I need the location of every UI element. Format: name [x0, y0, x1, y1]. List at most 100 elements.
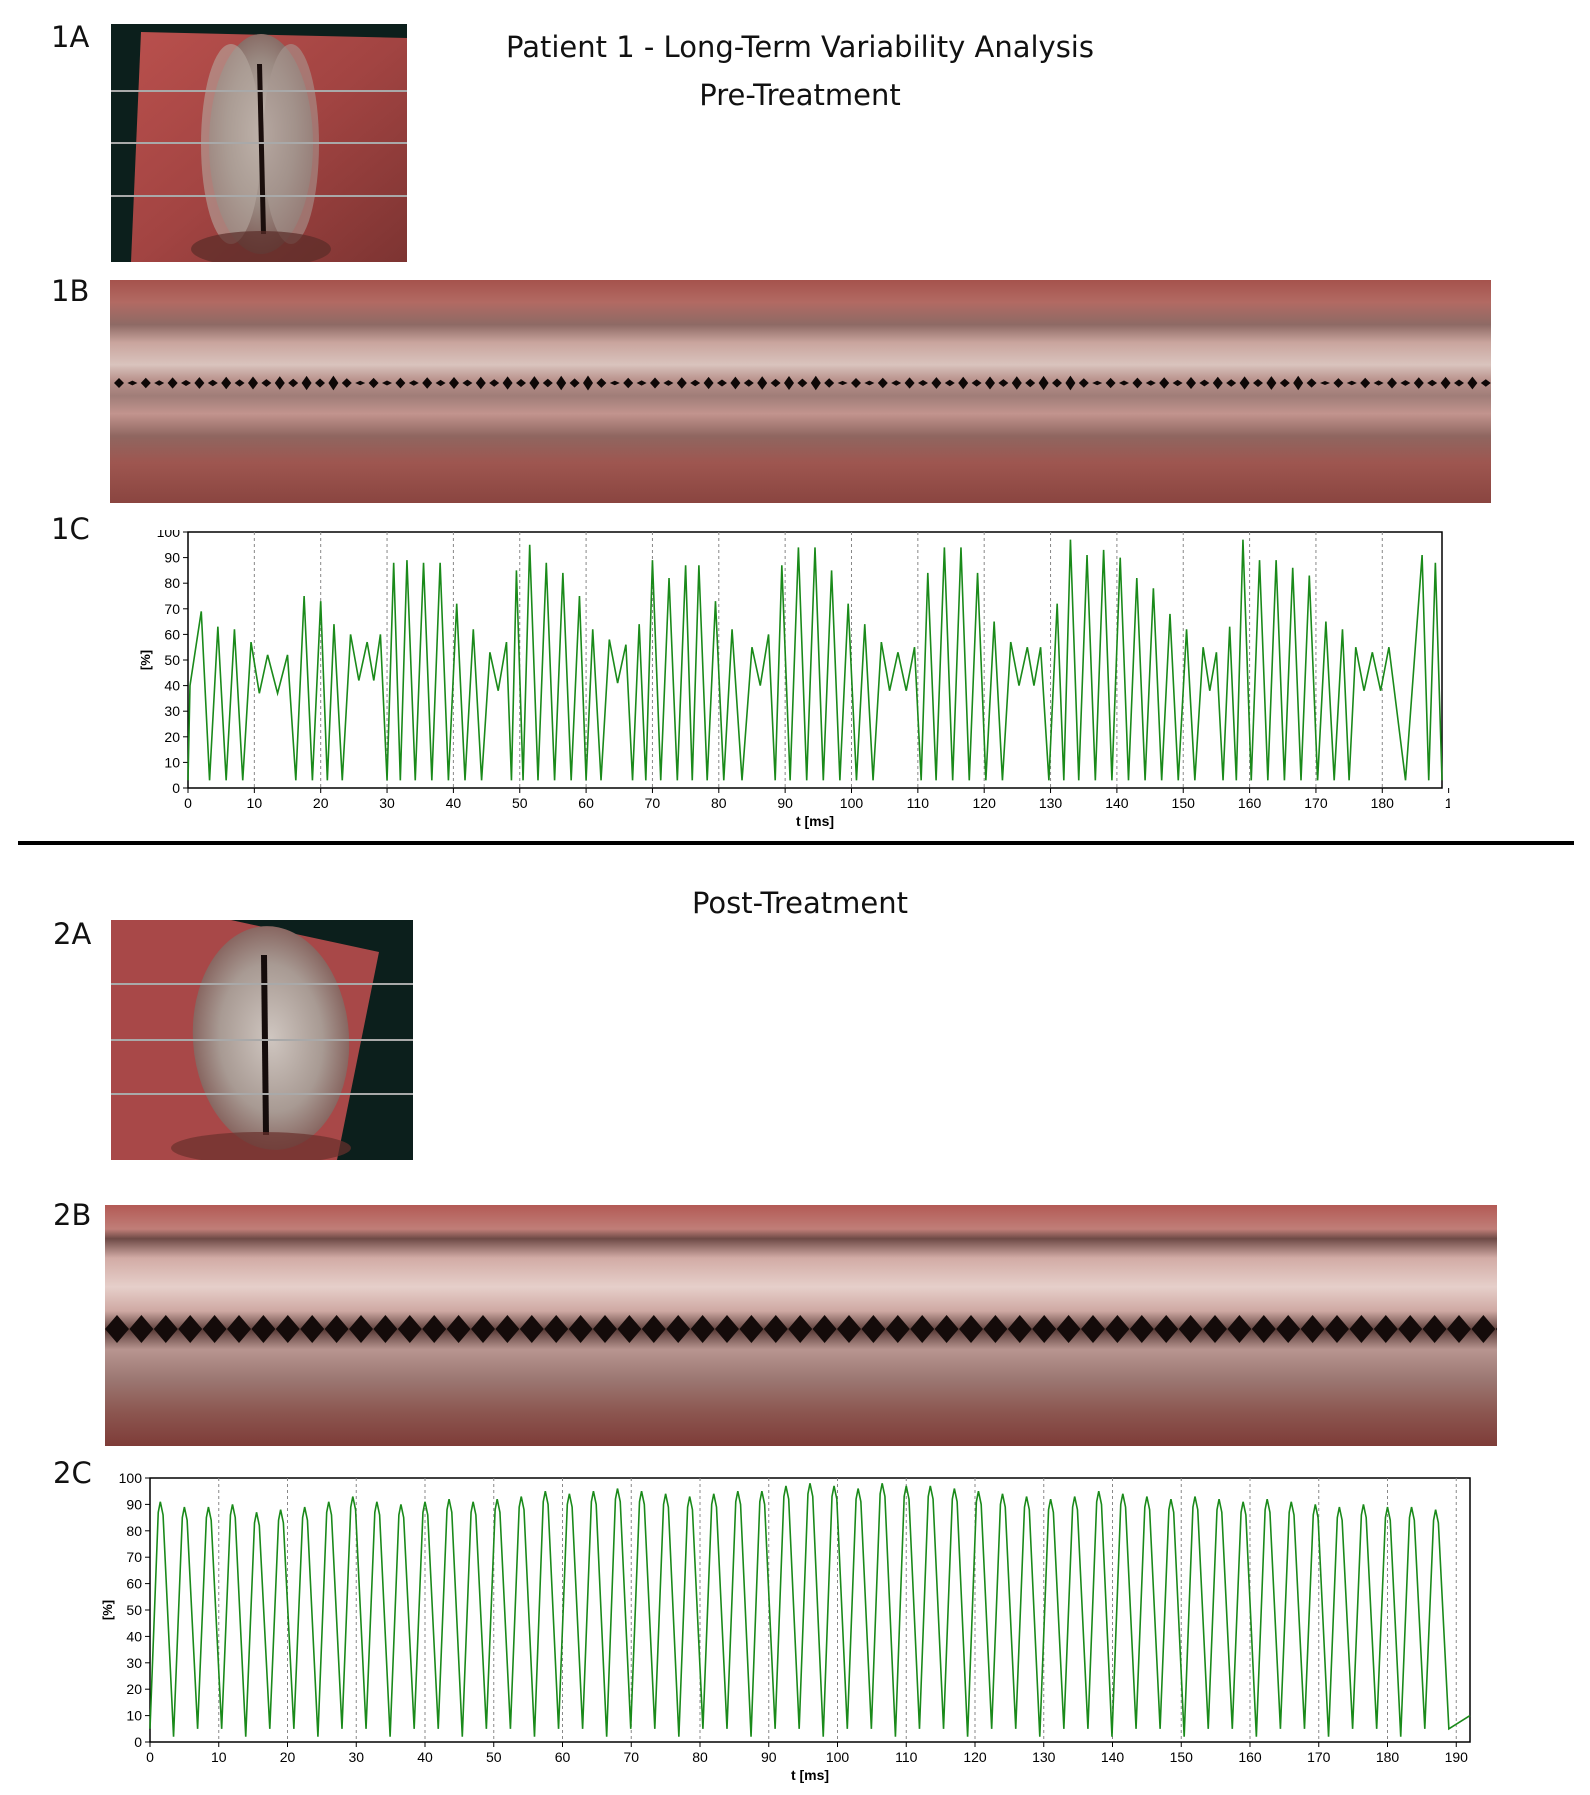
plot-frame: [149, 1477, 1471, 1743]
x-tick-label: 0: [184, 795, 192, 811]
x-tick-label: 140: [1101, 1749, 1125, 1765]
x-tick-label: 40: [446, 795, 462, 811]
glottal-pulse: [1172, 379, 1183, 387]
x-tick-label: 110: [895, 1749, 918, 1765]
panel-label-2b: 2B: [53, 1198, 92, 1232]
x-tick-label: 120: [973, 795, 997, 811]
x-tick-label: 130: [1039, 795, 1063, 811]
glottal-pulse: [181, 380, 191, 386]
glottal-pulse: [743, 379, 754, 387]
glottal-pulse: [1427, 379, 1438, 387]
y-tick-label: 0: [172, 780, 180, 796]
x-tick-label: 110: [907, 795, 930, 811]
section-post-label: Post-Treatment: [691, 886, 909, 920]
glottal-pulse: [1320, 381, 1330, 385]
section-divider: [18, 841, 1574, 845]
y-tick-label: 60: [126, 1576, 142, 1592]
x-tick-label: 30: [379, 795, 395, 811]
glottal-pulse: [114, 378, 124, 388]
glottal-pulse: [810, 375, 821, 391]
glottal-pulse: [666, 1315, 691, 1343]
x-axis-label: t [ms]: [796, 813, 834, 829]
glottal-pulse: [422, 377, 433, 389]
x-tick-label: 100: [826, 1749, 850, 1765]
glottal-pulse: [1346, 380, 1357, 386]
glottal-pulse: [288, 378, 299, 388]
kymogram-post-glottal-trace: [105, 1315, 1497, 1343]
glottal-pulse: [355, 380, 366, 386]
glottal-pulse: [516, 379, 526, 387]
x-tick-label: 50: [512, 795, 528, 811]
glottal-pulse: [1360, 377, 1371, 389]
glottal-pulse: [690, 379, 701, 387]
glottal-pulse: [944, 379, 955, 387]
glottal-pulse: [763, 1315, 788, 1343]
glottal-pulse: [609, 380, 620, 386]
glottal-pulse: [373, 1315, 398, 1343]
glottal-pulse: [904, 377, 915, 389]
glottal-pulse: [1306, 378, 1317, 388]
y-tick-label: 100: [157, 530, 181, 540]
x-tick-label: 20: [313, 795, 329, 811]
glottal-pulse: [397, 1315, 422, 1343]
glottal-pulse: [1349, 1315, 1374, 1343]
x-tick-label: 30: [348, 1749, 364, 1765]
glottal-pulse: [1413, 377, 1424, 389]
glottal-pulse: [1186, 377, 1196, 389]
glottal-pulse: [690, 1315, 715, 1343]
glottal-pulse: [1032, 1315, 1057, 1343]
panel-label-2a: 2A: [53, 917, 92, 951]
glottal-pulse: [717, 379, 727, 387]
glottal-pulse: [274, 376, 285, 390]
glottal-pulse: [1212, 376, 1223, 390]
glottal-pulse: [1471, 1315, 1496, 1343]
glottal-pulse: [556, 375, 567, 391]
glottal-pulse: [568, 1315, 593, 1343]
glottal-pulse: [1373, 1315, 1398, 1343]
glottal-pulse: [1226, 379, 1237, 387]
x-tick-label: 70: [623, 1749, 639, 1765]
x-tick-label: 80: [692, 1749, 708, 1765]
glottal-pulse: [739, 1315, 764, 1343]
glottal-pulse: [1293, 375, 1304, 391]
glottal-pulse: [207, 379, 218, 387]
glottal-pulse: [824, 378, 835, 388]
y-tick-label: 30: [164, 703, 180, 719]
panel-label-1a: 1A: [51, 20, 90, 54]
kymogram-pre: [110, 280, 1491, 503]
glottal-pulse: [1387, 377, 1397, 389]
y-tick-label: 40: [164, 678, 180, 694]
glottal-pulse: [1227, 1315, 1252, 1343]
glottal-pulse: [636, 380, 647, 386]
x-tick-label: 10: [211, 1749, 227, 1765]
glottal-pulse: [861, 1315, 886, 1343]
x-tick-label: 180: [1371, 795, 1395, 811]
y-tick-label: 60: [164, 626, 180, 642]
x-tick-label: 90: [761, 1749, 777, 1765]
glottal-pulse: [1454, 379, 1464, 387]
glottal-pulse: [983, 1315, 1008, 1343]
glottal-pulse: [1105, 1315, 1130, 1343]
glottal-pulse: [248, 376, 258, 390]
glottal-pulse: [676, 377, 687, 389]
x-tick-label: 160: [1238, 1749, 1262, 1765]
glottal-pulse: [715, 1315, 739, 1343]
glottal-pulse: [1038, 375, 1049, 391]
glottal-pulse: [105, 1315, 129, 1343]
glottal-pulse: [408, 380, 419, 386]
x-tick-label: 0: [146, 1749, 154, 1765]
x-tick-label: 100: [840, 795, 864, 811]
x-tick-label: 1: [1445, 795, 1450, 811]
glottal-pulse: [519, 1315, 544, 1343]
x-tick-label: 50: [486, 1749, 502, 1765]
glottal-pulse: [837, 1315, 861, 1343]
glottal-pulse: [349, 1315, 373, 1343]
glottal-pulse: [1440, 376, 1451, 390]
y-tick-label: 100: [119, 1470, 143, 1486]
endoscopy-image-pre: [111, 24, 407, 262]
glottal-pulse: [1056, 1315, 1081, 1343]
glottal-pulse: [1300, 1315, 1325, 1343]
x-tick-label: 170: [1307, 1749, 1331, 1765]
x-tick-label: 140: [1105, 795, 1129, 811]
x-tick-label: 180: [1376, 1749, 1400, 1765]
